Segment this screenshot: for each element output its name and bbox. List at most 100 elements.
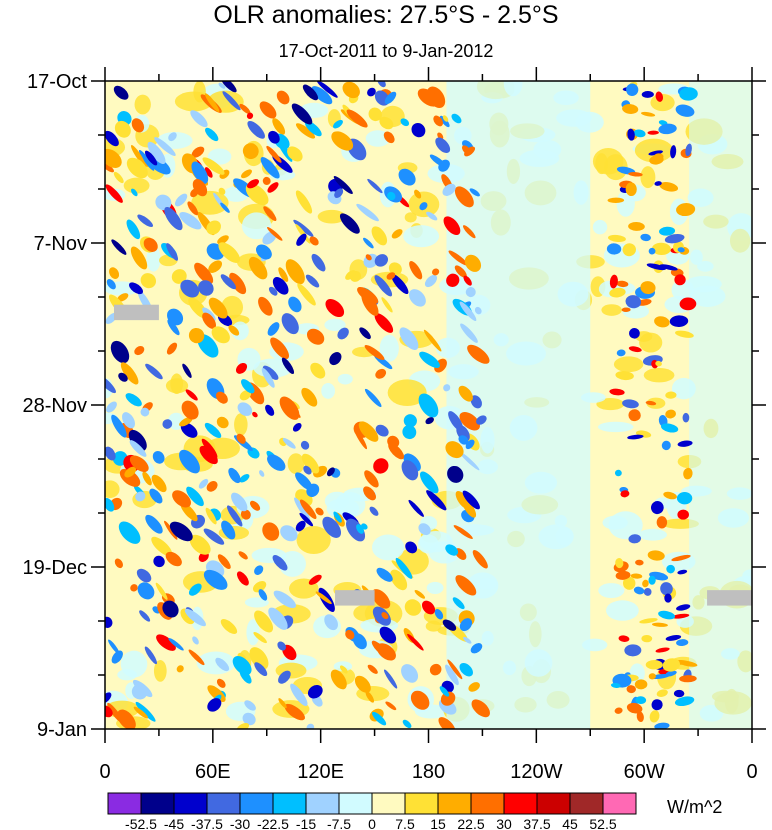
x-tick-label: 0	[99, 761, 110, 783]
field-patch	[595, 153, 608, 175]
anomaly-blob	[400, 118, 410, 127]
anomaly-blob	[325, 298, 345, 318]
anomaly-blob	[310, 362, 326, 379]
missing-data-1	[113, 304, 159, 321]
colorbar-label: -7.5	[327, 816, 351, 830]
anomaly-blob	[463, 636, 472, 644]
anomaly-blob	[462, 145, 472, 156]
anomaly-blob	[288, 296, 302, 313]
anomaly-blob	[333, 176, 353, 195]
anomaly-blob	[228, 467, 241, 484]
anomaly-blob	[432, 268, 440, 276]
anomaly-blob	[131, 188, 138, 197]
anomaly-blob	[357, 286, 379, 304]
x-tick-label: 180	[412, 761, 445, 783]
anomaly-blob	[655, 360, 662, 367]
y-axis: 17-Oct 7-Nov 28-Nov 19-Dec 9-Jan	[23, 71, 766, 741]
field-patch	[324, 318, 346, 331]
anomaly-blob	[144, 646, 157, 665]
anomaly-blob	[166, 243, 178, 261]
anomaly-blob	[322, 516, 342, 538]
anomaly-blob	[443, 384, 451, 392]
anomaly-blob	[474, 306, 482, 315]
anomaly-blob	[419, 471, 439, 494]
anomaly-blob	[189, 534, 211, 555]
anomaly-blob	[467, 344, 490, 364]
colorbar: -52.5 -45 -37.5 -30 -22.5 -15 -7.5 0 7.5 15 22.5 30…	[107, 792, 637, 830]
anomaly-blob	[476, 415, 487, 425]
anomaly-blob	[296, 233, 307, 246]
anomaly-blob	[401, 460, 419, 481]
anomaly-blob	[615, 558, 624, 569]
anomaly-blob	[439, 686, 450, 697]
anomaly-blob	[117, 293, 129, 302]
anomaly-blob	[368, 107, 382, 122]
anomaly-blob	[627, 128, 635, 141]
field-patch	[191, 190, 229, 215]
anomaly-blob	[185, 389, 198, 401]
anomaly-blob	[647, 130, 659, 135]
anomaly-blob	[199, 445, 218, 465]
field-patch	[622, 304, 650, 319]
anomaly-blob	[375, 424, 389, 437]
y-tick-label: 19-Dec	[23, 557, 87, 579]
anomaly-blob	[633, 129, 646, 138]
anomaly-blob	[387, 191, 396, 201]
anomaly-blob	[442, 619, 457, 631]
anomaly-blob	[622, 104, 639, 114]
colorbar-label: 52.5	[589, 816, 616, 830]
anomaly-blob	[354, 675, 371, 693]
anomaly-blob	[169, 521, 193, 542]
field-patch	[671, 279, 695, 301]
anomaly-blob	[236, 433, 246, 444]
anomaly-blob	[628, 346, 642, 353]
anomaly-blob	[671, 554, 691, 562]
anomaly-blob	[216, 678, 226, 688]
anomaly-blob	[627, 434, 644, 440]
anomaly-blob	[623, 576, 636, 590]
anomaly-blob	[663, 491, 677, 500]
anomaly-blob	[202, 312, 217, 329]
colorbar-swatch	[173, 792, 208, 815]
anomaly-blob	[626, 702, 643, 714]
anomaly-blob	[409, 261, 423, 280]
colorbar-swatch	[272, 792, 307, 815]
anomaly-blob	[152, 451, 165, 464]
anomaly-blob	[227, 505, 243, 527]
anomaly-blob	[426, 211, 438, 221]
anomaly-blob	[399, 327, 419, 351]
anomaly-blob	[137, 214, 154, 228]
anomaly-blob	[332, 119, 343, 129]
anomaly-blob	[386, 272, 396, 280]
anomaly-blob	[171, 269, 187, 284]
anomaly-blob	[641, 634, 653, 643]
anomaly-blob	[658, 123, 677, 135]
field-patch	[592, 219, 608, 235]
anomaly-blob	[326, 467, 335, 477]
anomaly-blob	[143, 237, 158, 252]
anomaly-blob	[308, 574, 322, 585]
colorbar-swatch	[371, 792, 406, 815]
y-tick-label: 28-Nov	[23, 395, 87, 417]
field-patch	[246, 619, 260, 646]
colorbar-label: -22.5	[257, 816, 289, 830]
anomaly-blob	[454, 186, 474, 208]
anomaly-blob	[445, 664, 459, 686]
colorbar-swatch	[305, 792, 340, 815]
anomaly-blob	[448, 250, 468, 266]
anomaly-blob	[215, 391, 228, 404]
anomaly-blob	[404, 599, 422, 616]
chart-title: OLR anomalies: 27.5°S - 2.5°S	[213, 1, 559, 29]
anomaly-blob	[246, 112, 254, 120]
anomaly-blob	[614, 469, 622, 477]
anomaly-blob	[105, 184, 123, 203]
anomaly-blob	[459, 451, 480, 471]
anomaly-blob	[679, 675, 697, 683]
anomaly-blob	[155, 194, 172, 211]
anomaly-blob	[156, 634, 176, 651]
anomaly-blob	[220, 274, 237, 290]
anomaly-blob	[192, 636, 199, 645]
anomaly-blob	[460, 323, 478, 343]
anomaly-blob	[236, 722, 250, 729]
anomaly-blob	[330, 669, 347, 690]
